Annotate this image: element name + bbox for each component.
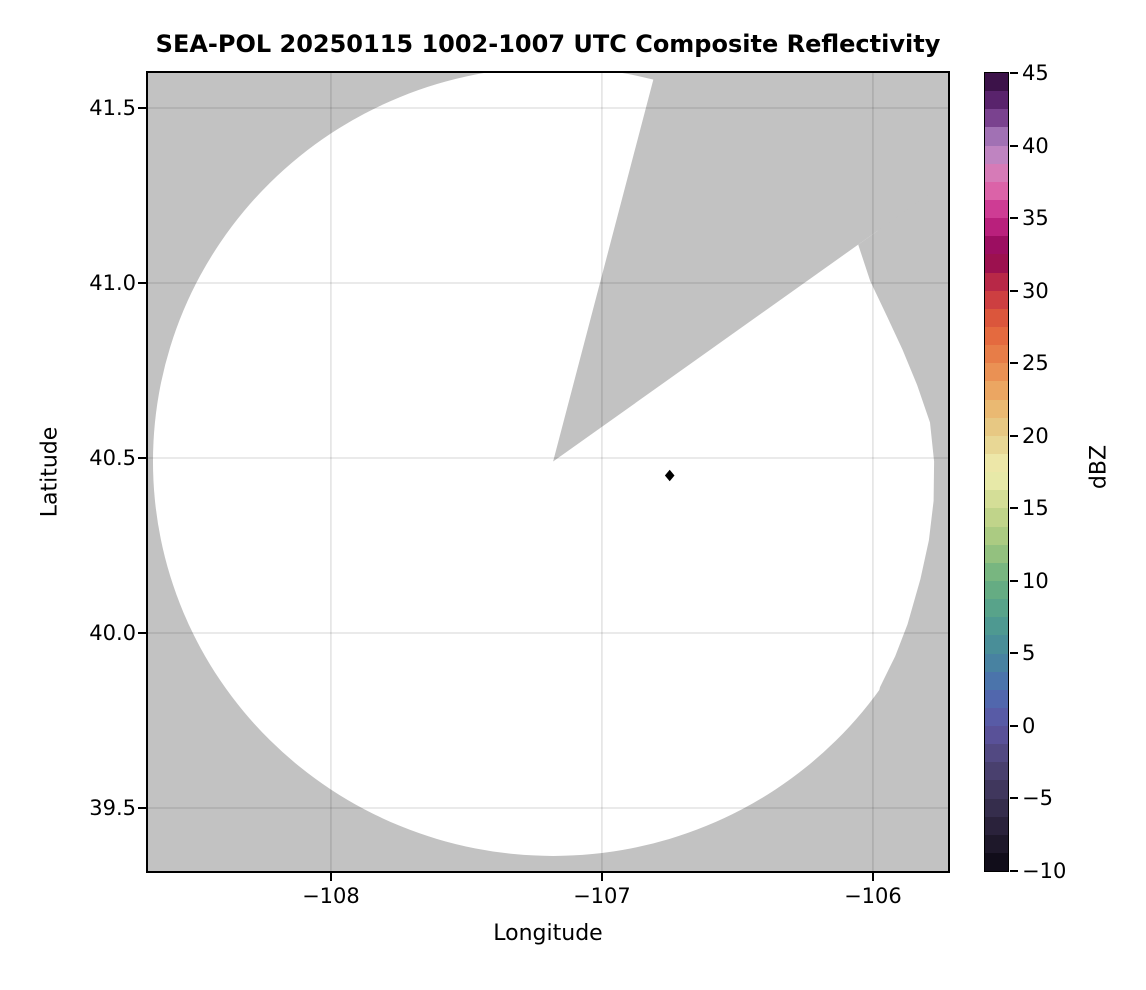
x-tick-label: −108 [302, 884, 360, 908]
colorbar-bin [985, 490, 1008, 509]
colorbar-tick [1010, 144, 1018, 147]
colorbar-bin [985, 399, 1008, 418]
colorbar-bin [985, 363, 1008, 382]
colorbar-bin [985, 853, 1008, 872]
colorbar-bin [985, 127, 1008, 146]
site-marker-diamond [664, 469, 675, 482]
colorbar-bin [985, 580, 1008, 600]
colorbar-bin [985, 798, 1008, 817]
colorbar-bin [985, 472, 1008, 491]
colorbar-bin [985, 199, 1008, 219]
colorbar-bin [985, 635, 1008, 654]
colorbar-tick [1010, 652, 1018, 655]
colorbar-bin [985, 599, 1008, 618]
y-axis-tick [138, 282, 146, 284]
plot-area [146, 71, 950, 873]
colorbar-tick-label: 0 [1022, 713, 1036, 738]
colorbar-bin [985, 816, 1008, 835]
colorbar-bin [985, 526, 1008, 545]
colorbar-bin [985, 345, 1008, 364]
y-axis-tick [138, 807, 146, 809]
colorbar-tick [1010, 797, 1018, 800]
colorbar-tick-label: 5 [1022, 641, 1036, 666]
colorbar-bin [985, 326, 1008, 346]
colorbar-tick-label: 45 [1022, 61, 1049, 85]
x-axis-tick [329, 873, 332, 881]
y-tick-label: 41.5 [89, 96, 136, 120]
colorbar-bin [985, 780, 1008, 799]
colorbar-bin [985, 254, 1008, 273]
colorbar-bin [985, 236, 1008, 255]
colorbar-tick-label: 10 [1022, 568, 1049, 593]
x-axis-label: Longitude [493, 921, 603, 946]
colorbar-bin [985, 145, 1008, 164]
colorbar-bin [985, 617, 1008, 636]
colorbar-bin [985, 707, 1008, 727]
colorbar-bin [985, 671, 1008, 690]
colorbar-tick [1010, 217, 1018, 220]
x-tick-label: −107 [573, 884, 631, 908]
colorbar-bin [985, 308, 1008, 327]
colorbar-bin [985, 653, 1008, 672]
y-axis-tick [138, 632, 146, 634]
y-axis-tick [138, 457, 146, 459]
colorbar-bin [985, 181, 1008, 200]
colorbar-bin [985, 726, 1008, 745]
colorbar-bin [985, 453, 1008, 473]
colorbar-tick [1010, 507, 1018, 510]
colorbar-tick-label: 30 [1022, 278, 1049, 303]
colorbar-tick-label: −10 [1022, 859, 1067, 883]
y-axis-label: Latitude [37, 426, 63, 518]
colorbar-tick-label: −5 [1022, 786, 1053, 811]
colorbar-bin [985, 163, 1008, 182]
radar-plot-canvas [148, 73, 948, 871]
y-tick-label: 40.0 [89, 621, 136, 645]
colorbar-bin [985, 272, 1008, 291]
x-tick-label: −106 [844, 884, 902, 908]
y-tick-label: 41.0 [89, 271, 136, 295]
colorbar [984, 72, 1009, 872]
y-tick-label: 40.5 [89, 446, 136, 470]
colorbar-bin [985, 218, 1008, 237]
x-axis-tick [600, 873, 603, 881]
x-axis-tick [871, 873, 874, 881]
colorbar-tick [1010, 434, 1018, 437]
colorbar-tick-label: 40 [1022, 133, 1049, 158]
missing-sector-annular [858, 180, 948, 766]
colorbar-bin [985, 762, 1008, 781]
colorbar-bin [985, 562, 1008, 581]
colorbar-bin [985, 290, 1008, 309]
colorbar-bin [985, 109, 1008, 128]
colorbar-bin [985, 744, 1008, 763]
colorbar-bin [985, 417, 1008, 436]
colorbar-tick [1010, 289, 1018, 292]
colorbar-label: dBZ [1086, 444, 1112, 490]
colorbar-bin [985, 73, 1008, 92]
colorbar-tick-label: 35 [1022, 206, 1049, 231]
chart-title: SEA-POL 20250115 1002-1007 UTC Composite… [155, 30, 941, 58]
colorbar-tick-label: 15 [1022, 496, 1049, 521]
colorbar-bin [985, 508, 1008, 527]
colorbar-tick [1010, 579, 1018, 582]
colorbar-bin [985, 834, 1008, 854]
colorbar-bin [985, 381, 1008, 400]
colorbar-bin [985, 689, 1008, 708]
colorbar-tick [1010, 362, 1018, 365]
colorbar-tick [1010, 72, 1018, 74]
colorbar-tick [1010, 870, 1018, 872]
y-tick-label: 39.5 [89, 796, 136, 820]
colorbar-bin [985, 435, 1008, 454]
colorbar-tick-label: 20 [1022, 423, 1049, 448]
colorbar-bin [985, 544, 1008, 563]
colorbar-tick [1010, 724, 1018, 727]
y-axis-tick [138, 107, 146, 109]
colorbar-tick-label: 25 [1022, 351, 1049, 376]
colorbar-bin [985, 91, 1008, 110]
missing-sector-wedge [553, 73, 948, 462]
